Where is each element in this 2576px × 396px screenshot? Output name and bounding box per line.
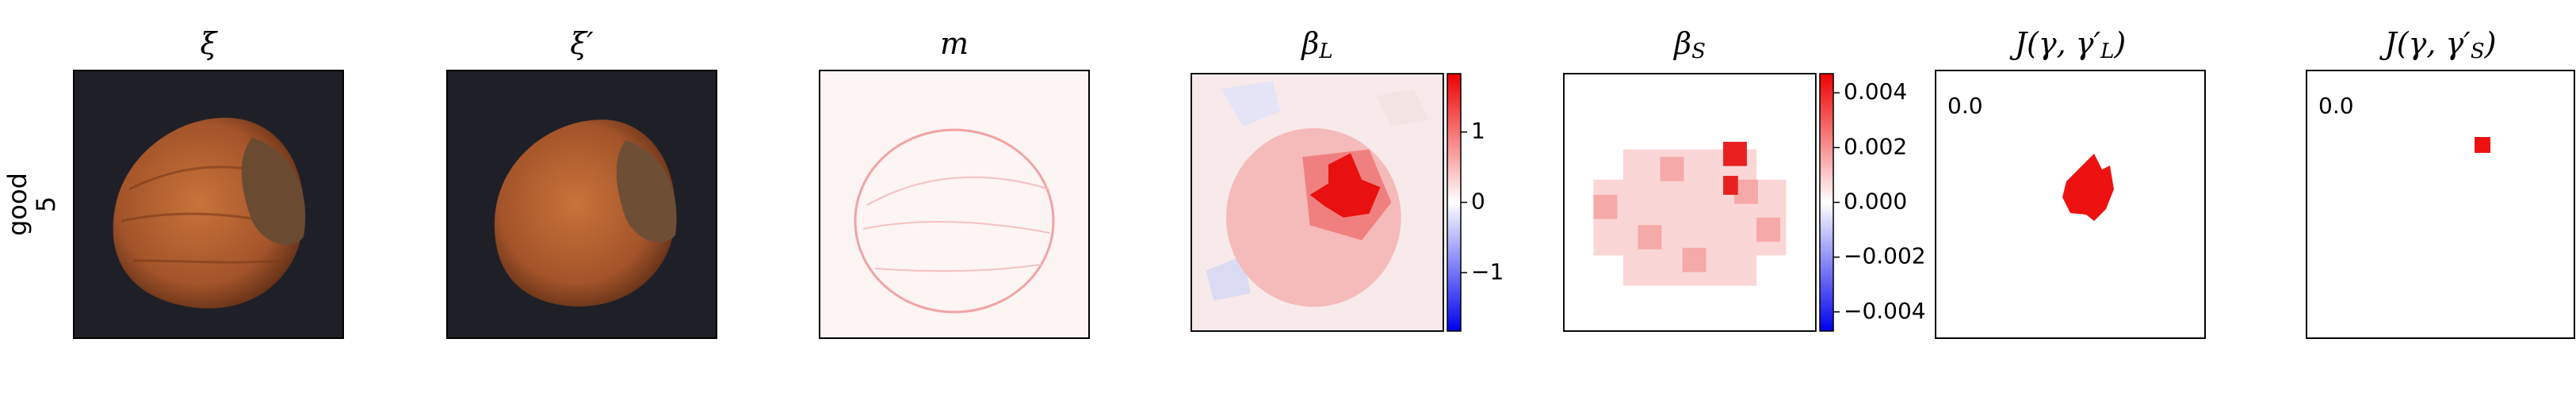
- image-xi: [73, 70, 344, 339]
- title-part: m: [940, 26, 969, 61]
- row-label-line: good: [2, 173, 32, 236]
- title-subscript: S: [2471, 40, 2485, 63]
- title-part: J(γ, γ′: [2009, 26, 2101, 61]
- title-part: β: [1300, 26, 1319, 61]
- colorbar-tick-label: −0.004: [1844, 298, 1926, 324]
- image-beta-s: [1563, 73, 1817, 332]
- panel-title: βS: [1672, 26, 1706, 64]
- annotation: 0.0: [2318, 93, 2354, 119]
- colorbar-tick-label: 1: [1471, 118, 1485, 144]
- image-m: [819, 70, 1090, 339]
- image-j-l: [1935, 70, 2206, 339]
- image-beta-l: [1191, 73, 1444, 332]
- title-subscript: S: [1691, 40, 1706, 63]
- image-xi-prime: [446, 70, 717, 339]
- panel-title: ξ′: [570, 26, 594, 61]
- annotation: 0.0: [1947, 93, 1983, 119]
- title-part: ξ: [201, 26, 219, 61]
- colorbar-tick-label: 0: [1471, 188, 1485, 215]
- title-part: J(γ, γ′: [2379, 26, 2471, 61]
- row-label-line: 5: [31, 196, 61, 212]
- title-part: β: [1672, 26, 1691, 61]
- colorbar-tick-label: −0.002: [1844, 243, 1926, 269]
- panel-title: J(γ, γ′L): [2009, 26, 2126, 64]
- panel-title: βL: [1300, 26, 1332, 64]
- colorbar-tick-label: −1: [1471, 258, 1504, 284]
- title-subscript: L: [2100, 40, 2114, 63]
- title-part: ξ′: [570, 26, 594, 61]
- title-subscript: L: [1318, 40, 1332, 63]
- panel-title: m: [940, 26, 969, 61]
- colorbar: [1819, 73, 1834, 332]
- panel-title: ξ: [201, 26, 219, 61]
- row-label: good 5: [2, 173, 61, 236]
- title-part: ): [2113, 26, 2126, 61]
- panel-title: J(γ, γ′S): [2379, 26, 2497, 64]
- colorbar-tick-label: 0.000: [1844, 188, 1907, 215]
- title-part: ): [2484, 26, 2497, 61]
- colorbar-tick-label: 0.004: [1844, 78, 1907, 105]
- colorbar: [1447, 73, 1462, 332]
- image-j-s: [2306, 70, 2575, 339]
- colorbar-tick-label: 0.002: [1844, 133, 1907, 159]
